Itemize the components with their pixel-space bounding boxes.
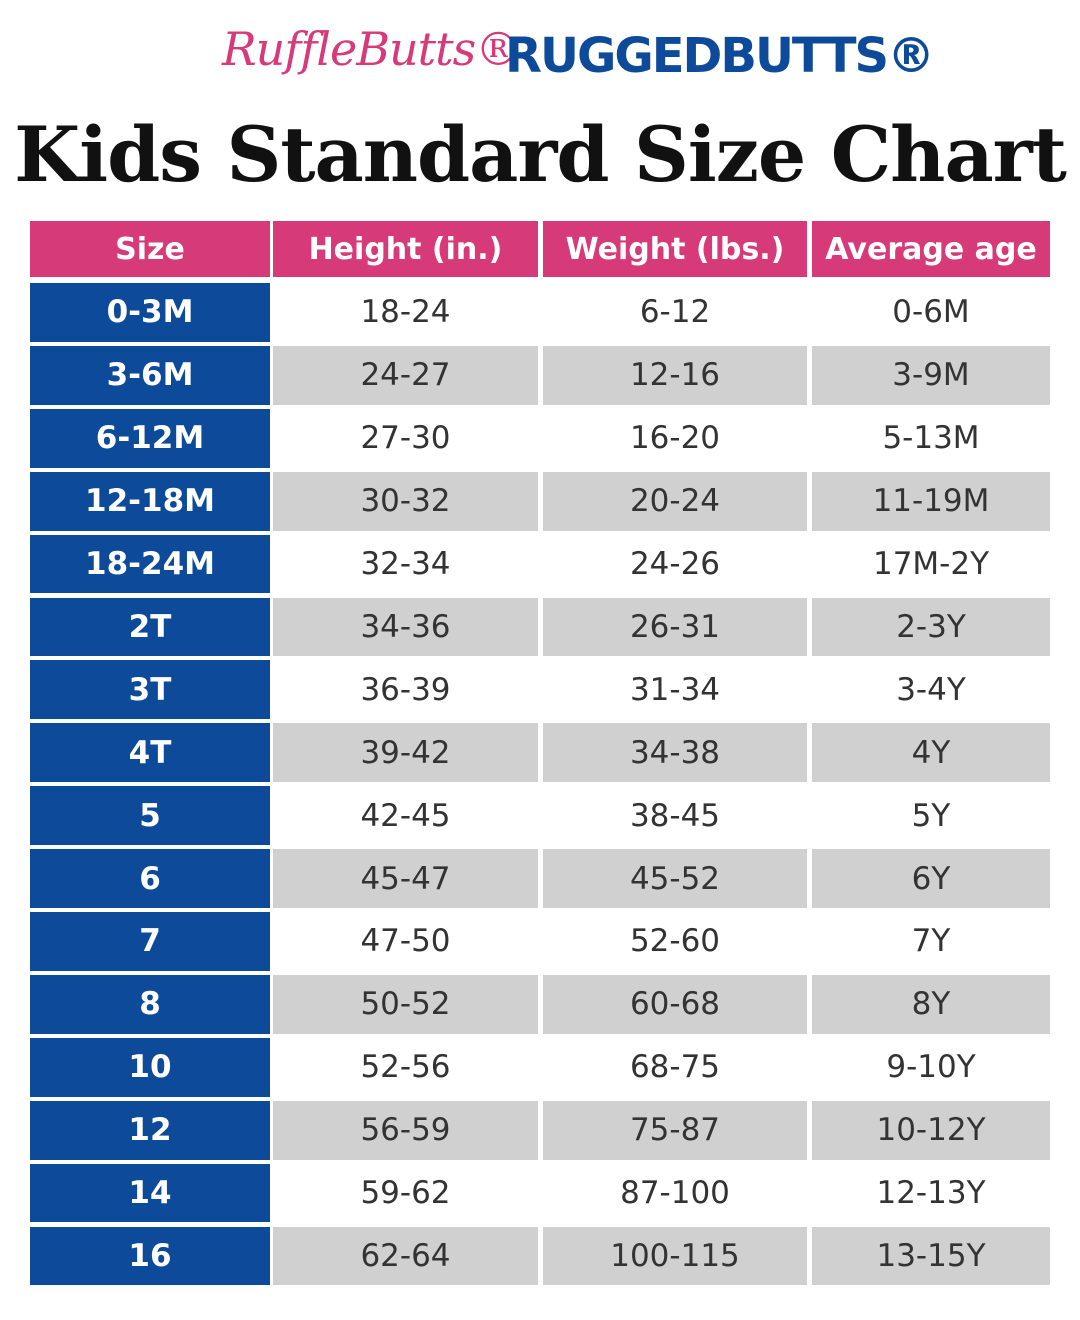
size-cell: 7 xyxy=(30,912,270,971)
data-cell: 31-34 xyxy=(629,671,721,708)
column-header: Height (in.) xyxy=(273,221,538,277)
data-cell: 0-6M xyxy=(892,294,970,331)
data-cell: 18-24 xyxy=(360,294,451,331)
data-cell: 38-45 xyxy=(629,797,721,834)
data-cell: 24-27 xyxy=(273,345,538,405)
size-cell: 6 xyxy=(30,849,270,908)
data-cell: 3-9M xyxy=(812,345,1050,405)
data-cell: 27-30 xyxy=(360,420,451,457)
data-cell: 12-16 xyxy=(543,345,807,405)
data-cell: 24-26 xyxy=(629,546,721,583)
data-cell: 52-56 xyxy=(360,1049,451,1086)
data-cell: 34-36 xyxy=(273,597,538,657)
data-cell: 100-115 xyxy=(543,1226,807,1286)
size-cell: 16 xyxy=(30,1226,270,1286)
data-cell: 20-24 xyxy=(543,471,807,531)
data-cell: 47-50 xyxy=(360,923,451,960)
data-cell: 7Y xyxy=(911,923,951,960)
size-cell: 8 xyxy=(30,974,270,1034)
data-cell: 5-13M xyxy=(882,420,980,457)
data-cell: 13-15Y xyxy=(812,1226,1050,1286)
data-cell: 12-13Y xyxy=(876,1175,986,1212)
data-cell: 45-47 xyxy=(273,849,538,908)
size-cell: 3T xyxy=(30,660,270,720)
column-header: Average age xyxy=(812,221,1050,277)
data-cell: 39-42 xyxy=(273,723,538,783)
data-cell: 4Y xyxy=(812,723,1050,783)
data-cell: 34-38 xyxy=(543,723,807,783)
data-cell: 6Y xyxy=(812,849,1050,908)
data-cell: 10-12Y xyxy=(812,1100,1050,1160)
size-cell: 0-3M xyxy=(30,283,270,342)
data-cell: 68-75 xyxy=(629,1049,721,1086)
size-cell: 6-12M xyxy=(30,408,270,468)
size-cell: 3-6M xyxy=(30,345,270,405)
data-cell: 45-52 xyxy=(543,849,807,908)
data-cell: 32-34 xyxy=(360,546,451,583)
data-cell: 26-31 xyxy=(543,597,807,657)
size-cell: 12 xyxy=(30,1100,270,1160)
size-cell: 10 xyxy=(30,1037,270,1097)
data-cell: 3-4Y xyxy=(896,671,966,708)
data-cell: 50-52 xyxy=(273,974,538,1034)
size-cell: 14 xyxy=(30,1163,270,1223)
data-cell: 9-10Y xyxy=(886,1049,976,1086)
brand-logo: RUGGEDBUTTS® xyxy=(505,28,935,84)
size-cell: 18-24M xyxy=(30,534,270,594)
data-cell: 87-100 xyxy=(620,1175,730,1212)
data-cell: 30-32 xyxy=(273,471,538,531)
data-cell: 62-64 xyxy=(273,1226,538,1286)
column-header: Size xyxy=(30,221,270,277)
size-cell: 4T xyxy=(30,723,270,783)
data-cell: 11-19M xyxy=(812,471,1050,531)
data-cell: 17M-2Y xyxy=(872,546,990,583)
data-cell: 2-3Y xyxy=(812,597,1050,657)
data-cell: 6-12 xyxy=(639,294,711,331)
brand-logo: RuffleButts® xyxy=(222,22,521,76)
column-header: Weight (lbs.) xyxy=(543,221,807,277)
data-cell: 42-45 xyxy=(360,797,451,834)
data-cell: 52-60 xyxy=(629,923,721,960)
data-cell: 5Y xyxy=(911,797,951,834)
data-cell: 36-39 xyxy=(360,671,451,708)
data-cell: 16-20 xyxy=(629,420,721,457)
data-cell: 60-68 xyxy=(543,974,807,1034)
size-cell: 2T xyxy=(30,597,270,657)
data-cell: 59-62 xyxy=(360,1175,451,1212)
data-cell: 8Y xyxy=(812,974,1050,1034)
page-title: Kids Standard Size Chart xyxy=(14,110,1067,199)
size-cell: 12-18M xyxy=(30,471,270,531)
data-cell: 75-87 xyxy=(543,1100,807,1160)
size-cell: 5 xyxy=(30,786,270,846)
data-cell: 56-59 xyxy=(273,1100,538,1160)
